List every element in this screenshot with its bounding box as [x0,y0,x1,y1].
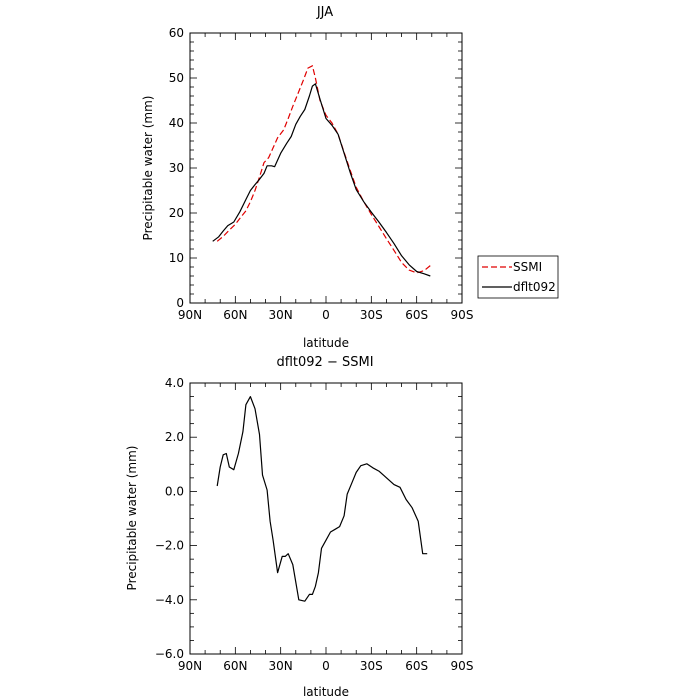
top-plot-frame [189,32,463,304]
x-tick-label: 30S [360,308,383,322]
y-tick-label: 10 [169,251,184,265]
y-tick-label: 4.0 [165,376,184,390]
x-tick-label: 30N [269,659,293,673]
x-tick-label: 30N [269,308,293,322]
legend-box [477,255,559,299]
difference-series-line [216,396,428,602]
legend-dflt092-label: dflt092 [513,280,556,294]
bottom-x-axis-title: latitude [303,685,349,699]
x-tick-label: 90N [178,659,202,673]
bottom-chart-title: dflt092 − SSMI [276,355,373,370]
top-series-lines [212,65,431,277]
y-tick-label: 30 [169,161,184,175]
x-tick-label: 30S [360,659,383,673]
top-y-axis-title: Precipitable water (mm) [141,96,155,241]
bottom-axis-ticks: 90N 60N 30N 0 30S 60S 90S −6.0 −4.0 −2.0 0.0 2.0 4.0 [155,376,474,673]
x-tick-label: 0 [322,659,330,673]
x-tick-label: 90N [178,308,202,322]
y-tick-label: 50 [169,71,184,85]
x-tick-label: 60N [223,308,247,322]
top-x-axis-title: latitude [303,336,349,350]
bottom-y-axis-title: Precipitable water (mm) [125,446,139,591]
x-tick-label: 90S [451,308,474,322]
top-chart-title: JJA [316,5,333,20]
y-tick-label: 20 [169,206,184,220]
y-tick-label: 60 [169,26,184,40]
x-tick-label: 60S [405,308,428,322]
y-tick-label: 0 [176,296,184,310]
bottom-series-lines [216,396,428,602]
x-tick-label: 0 [322,308,330,322]
y-tick-label: −2.0 [155,539,184,553]
bottom-panel: dflt092 − SSMI 90N 60N 30N 0 30S 60S 90S −6.0 −4… [125,355,473,699]
ssmi-series-line [216,65,431,274]
bottom-plot-frame [189,382,463,655]
x-tick-label: 60N [223,659,247,673]
y-tick-label: 2.0 [165,430,184,444]
x-tick-label: 90S [451,659,474,673]
legend: SSMI dflt092 [477,255,559,299]
dflt092-series-line [212,83,431,277]
y-tick-label: 0.0 [165,484,184,498]
y-tick-label: −6.0 [155,647,184,661]
x-tick-label: 60S [405,659,428,673]
legend-ssmi-label: SSMI [513,260,542,274]
top-axis-ticks: 90N 60N 30N 0 30S 60S 90S 0 10 20 30 40 50 60 [169,26,474,322]
y-tick-label: 40 [169,116,184,130]
y-tick-label: −4.0 [155,593,184,607]
top-panel: JJA 90N 60N 30N 0 30S 60S 90S 0 10 20 30 40 50 60 lat… [141,5,473,350]
